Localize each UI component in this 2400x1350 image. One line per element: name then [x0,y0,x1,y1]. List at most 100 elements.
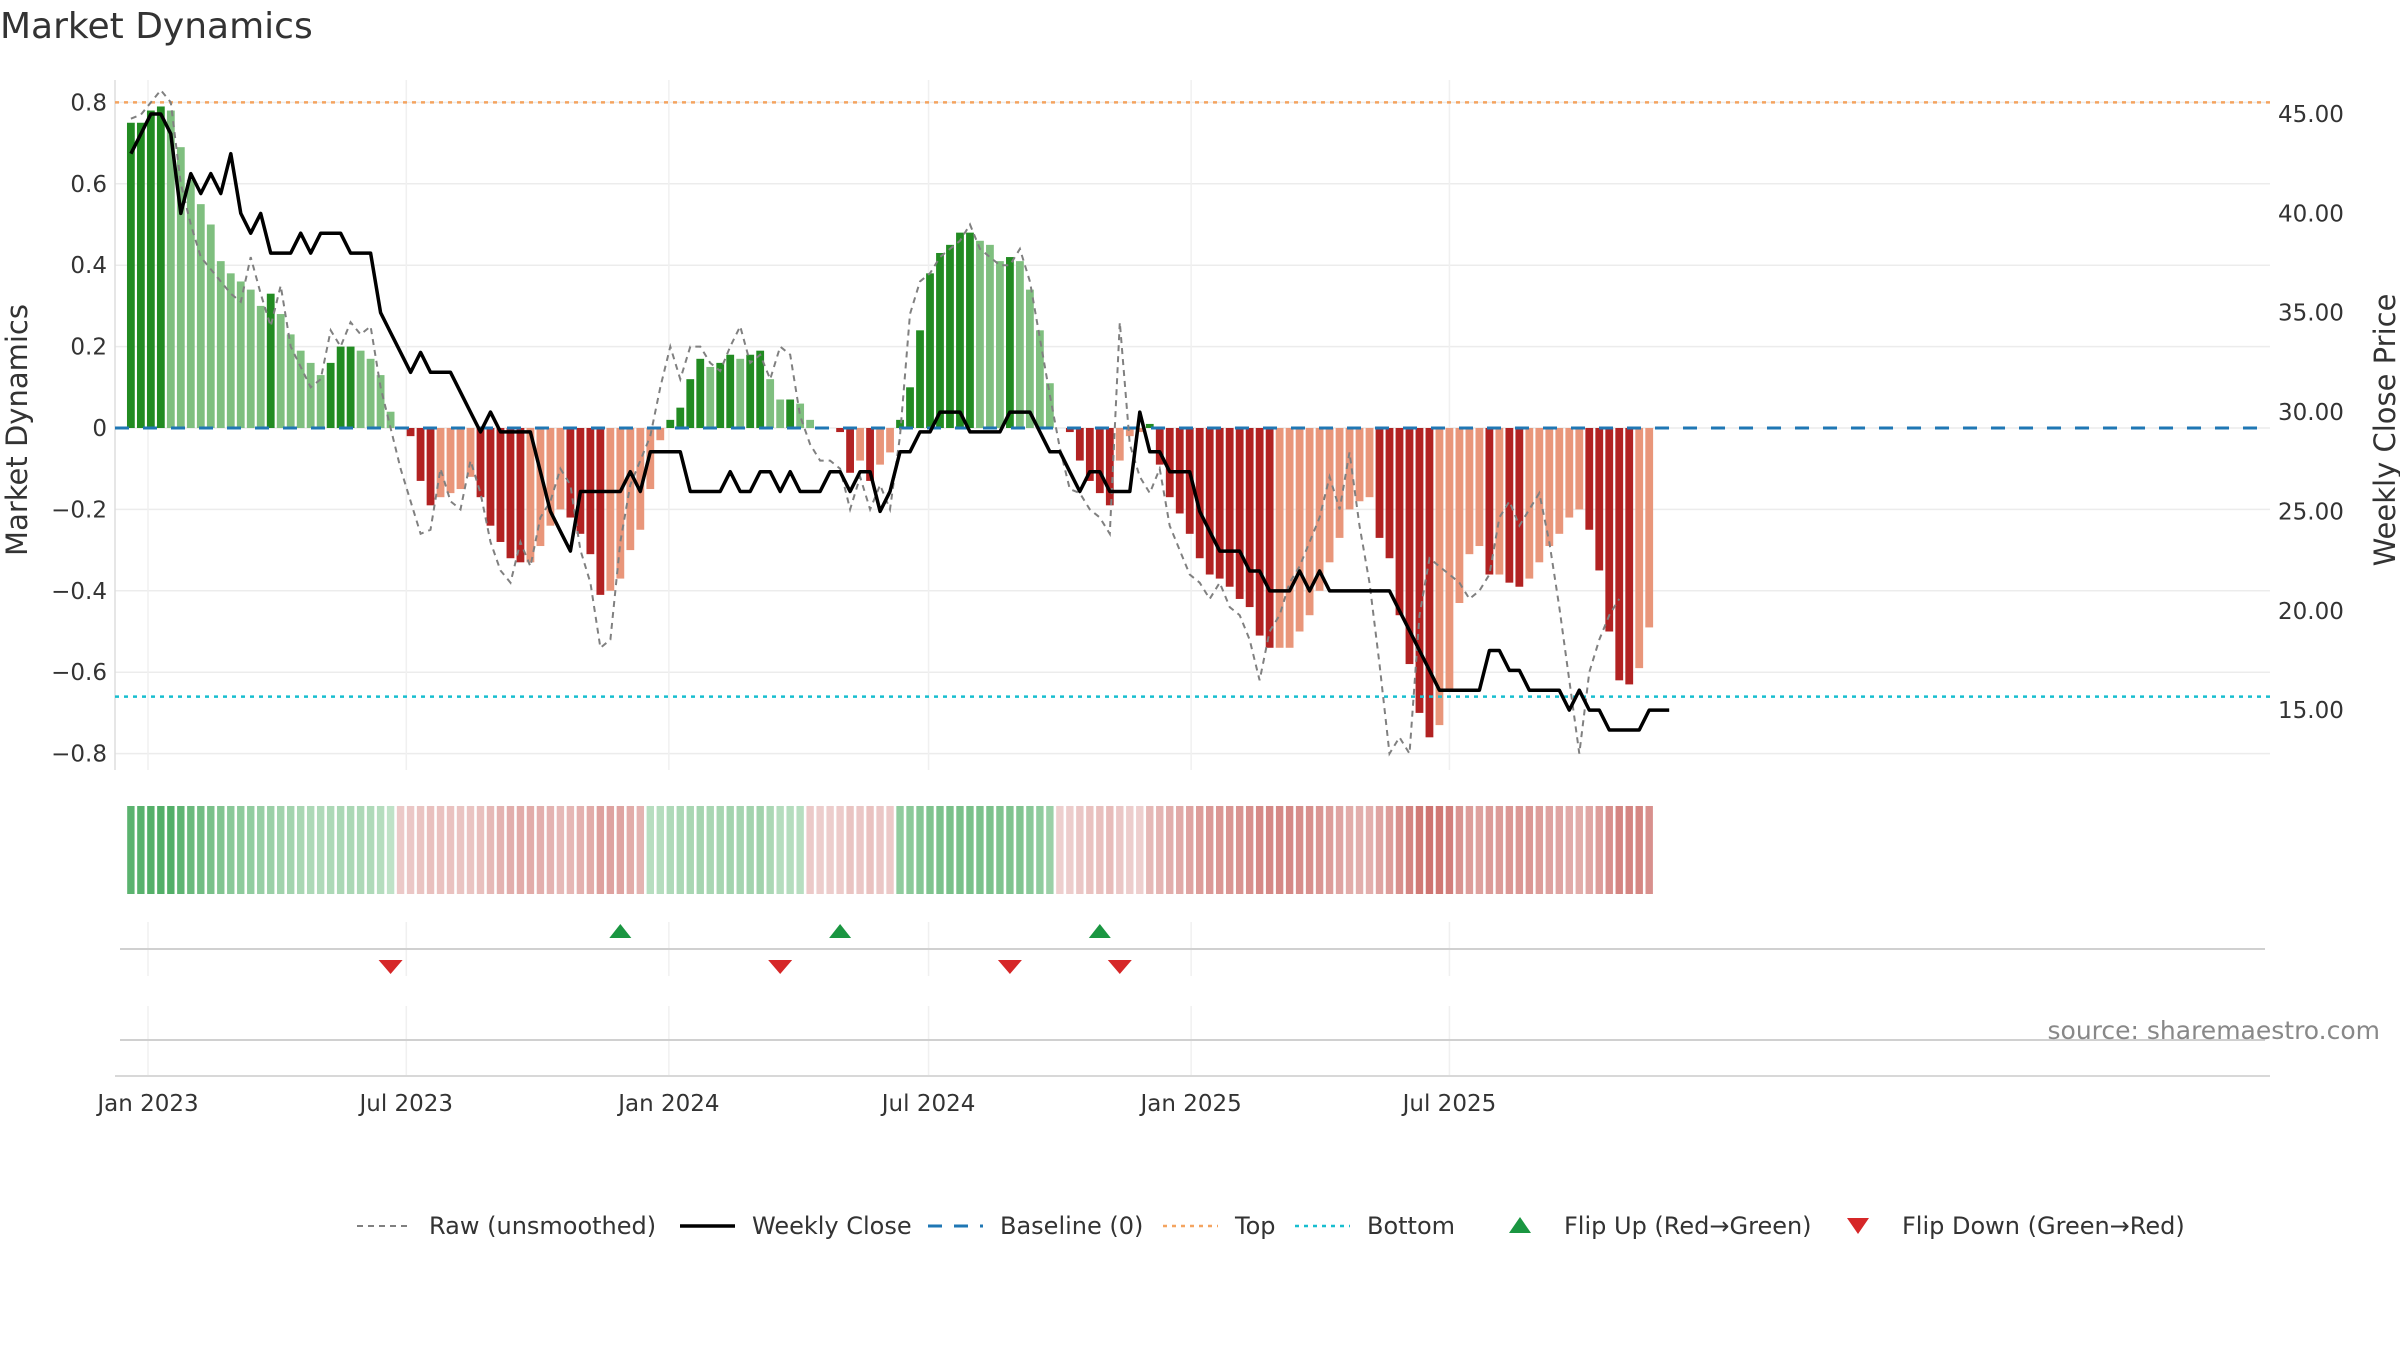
strip-cell [1196,806,1204,894]
strip-cell [386,806,395,894]
strip-cell [516,806,525,894]
strip-cell [1635,806,1643,894]
strip-cell [1285,806,1294,894]
dynamics-bar [736,358,745,428]
strip-cell [227,806,235,894]
y2-tick-label: 35.00 [2278,301,2344,327]
dynamics-bar [516,428,525,563]
strip-cell [1405,806,1414,894]
strip-cell [666,806,674,894]
dynamics-bar [1405,428,1414,665]
dynamics-bar [446,428,455,494]
strip-cell [726,806,734,894]
dynamics-bar [1125,428,1134,437]
dynamics-bar [656,428,665,441]
strip-cell [1425,806,1434,894]
legend-item: Flip Down (Green→Red) [1847,1212,2185,1240]
strip-cell [127,806,135,894]
strip-cell [356,806,365,894]
dynamics-bar [1245,428,1254,608]
dynamics-bar [786,399,795,428]
strip-cell [886,806,894,894]
strip-cell [366,806,375,894]
dynamics-bar [1295,428,1304,632]
strip-cell [1086,806,1094,894]
strip-cell [1106,806,1114,894]
strip-cell [237,806,245,894]
strip-cell [277,806,285,894]
strip-cell [1255,806,1264,894]
dynamics-bar [1185,428,1194,534]
strip-cell [976,806,984,894]
dynamics-bar [576,428,585,534]
dynamics-bar [476,428,485,498]
y-tick-label: 0.2 [70,335,107,361]
strip-cell [686,806,694,894]
strip-cell [846,806,854,894]
x-tick-label: Jul 2023 [357,1091,453,1117]
strip-cell [476,806,485,894]
dynamics-bar [836,428,844,433]
dynamics-bar [486,428,495,526]
dynamics-bar [206,224,215,428]
dynamics-bar [456,428,465,490]
strip-cell [1225,806,1234,894]
dynamics-bar [796,403,805,428]
dynamics-bar [936,252,944,428]
dynamics-bar [1305,428,1314,616]
strip-cell [736,806,744,894]
strip-cell [946,806,954,894]
flip-down-marker [378,960,403,974]
strip-cell [816,806,824,894]
dynamics-bar [1425,428,1434,738]
y-axis-label: Market Dynamics [0,304,34,556]
dynamics-bar [1275,428,1284,648]
y2-tick-label: 20.00 [2278,599,2344,625]
dynamics-bar [316,375,325,428]
flip-down-marker [997,960,1022,974]
dynamics-bar [1645,428,1654,628]
dynamics-bar [1075,428,1084,461]
dynamics-bar [766,379,775,428]
strip-cell [1126,806,1134,894]
strip-cell [1156,806,1164,894]
dynamics-bar [906,387,914,428]
strip-cell [756,806,764,894]
dynamics-bar [1325,428,1334,563]
dynamics-bar [1195,428,1204,559]
strip-cell [1535,806,1544,894]
strip-cell [1605,806,1613,894]
dynamics-bar [1525,428,1534,579]
dynamics-bar [716,362,725,428]
strip-cell [426,806,435,894]
dynamics-bar [916,330,924,428]
strip-cell [177,806,185,894]
y-tick-label: −0.8 [51,742,107,768]
dynamics-bar [806,419,815,428]
dynamics-bar [1475,428,1484,547]
strip-cell [287,806,295,894]
dynamics-bar [286,334,295,428]
x-tick-label: Jul 2025 [1401,1091,1497,1117]
strip-cell [1245,806,1254,894]
dynamics-bar [1205,428,1214,575]
flip-down-marker [768,960,793,974]
dynamics-bar [166,110,175,428]
strip-cell [986,806,994,894]
strip-cell [486,806,495,894]
bars-layer [126,106,1654,738]
strip-cell [316,806,325,894]
strip-cell [746,806,754,894]
strip-cell [396,806,405,894]
source-credit: source: sharemaestro.com [2048,1016,2381,1045]
strip-cell [1215,806,1224,894]
dynamics-bar [1595,428,1604,571]
legend-item: Raw (unsmoothed) [357,1212,656,1240]
dynamics-bar [1375,428,1384,538]
strip-cell [956,806,964,894]
dynamics-bar [1395,428,1404,616]
dynamics-bar [1435,428,1444,726]
strip-cell [336,806,345,894]
dynamics-bar [156,106,165,428]
dynamics-bar [176,147,185,429]
